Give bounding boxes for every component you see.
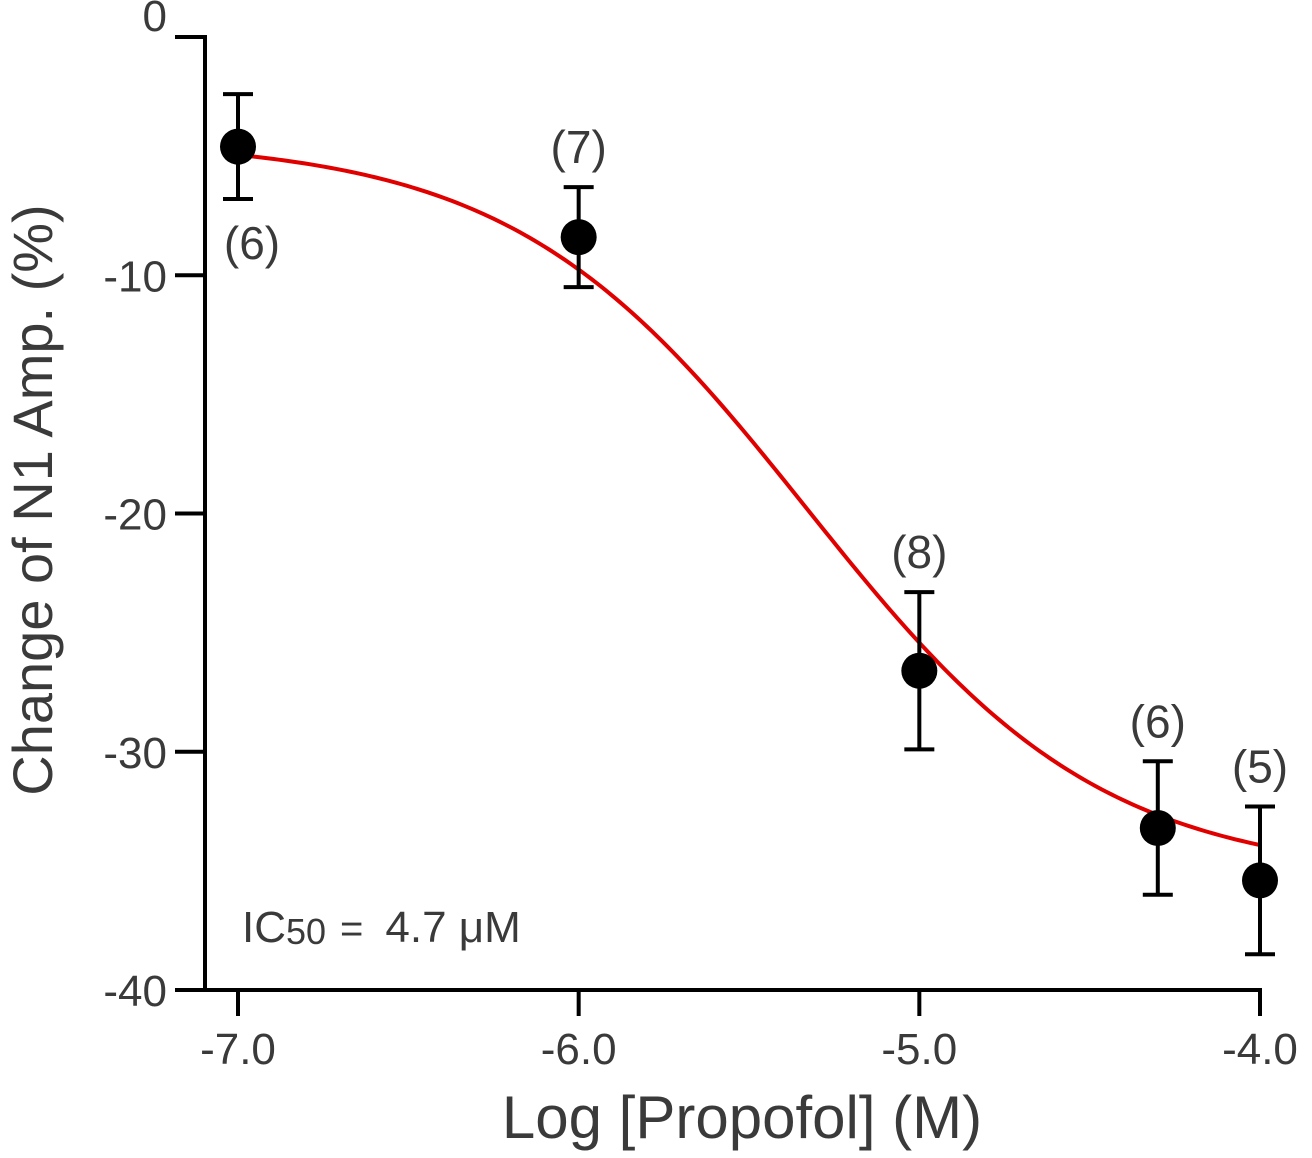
y-tick-label: -10 — [103, 252, 167, 301]
x-tick-label: -4.0 — [1222, 1025, 1298, 1074]
data-points: (6) (7) (8) (6) (5) — [220, 92, 1288, 957]
data-point-group: (6) — [1130, 695, 1186, 897]
n-label: (7) — [551, 121, 607, 173]
data-point — [560, 219, 597, 256]
x-axis-ticks: -7.0 -6.0 -5.0 -4.0 — [200, 990, 1298, 1074]
data-point — [901, 652, 938, 689]
x-tick-label: -6.0 — [541, 1025, 617, 1074]
y-axis-ticks: 0 -10 -20 -30 -40 — [103, 0, 205, 1016]
n-label: (6) — [224, 217, 280, 269]
n-label: (5) — [1232, 741, 1288, 793]
x-tick-label: -5.0 — [881, 1025, 957, 1074]
x-axis-title: Log [Propofol] (M) — [502, 1084, 982, 1151]
n-label: (8) — [891, 526, 947, 578]
ic50-prefix: IC — [242, 903, 286, 952]
data-point — [1139, 809, 1176, 846]
y-axis-title: Change of N1 Amp. (%) — [1, 204, 64, 795]
fit-curve — [237, 152, 1261, 847]
data-point-group: (5) — [1232, 741, 1288, 957]
ic50-value: 4.7 μM — [385, 903, 520, 952]
y-tick-label: 0 — [143, 0, 167, 41]
data-point-group: (7) — [551, 121, 607, 290]
ic50-subscript: 50 — [286, 911, 326, 952]
data-point-group: (6) — [220, 92, 280, 269]
axes — [203, 35, 1262, 992]
ic50-annotation: IC50 = 4.7 μM — [242, 903, 521, 952]
n-label: (6) — [1130, 695, 1186, 747]
ic50-equals: = — [340, 907, 363, 951]
y-tick-label: -30 — [103, 729, 167, 778]
data-point — [220, 128, 256, 165]
data-point-group: (8) — [891, 526, 947, 752]
x-tick-label: -7.0 — [200, 1025, 276, 1074]
y-tick-label: -40 — [103, 967, 167, 1016]
data-point — [1242, 862, 1278, 899]
y-tick-label: -20 — [103, 491, 167, 540]
